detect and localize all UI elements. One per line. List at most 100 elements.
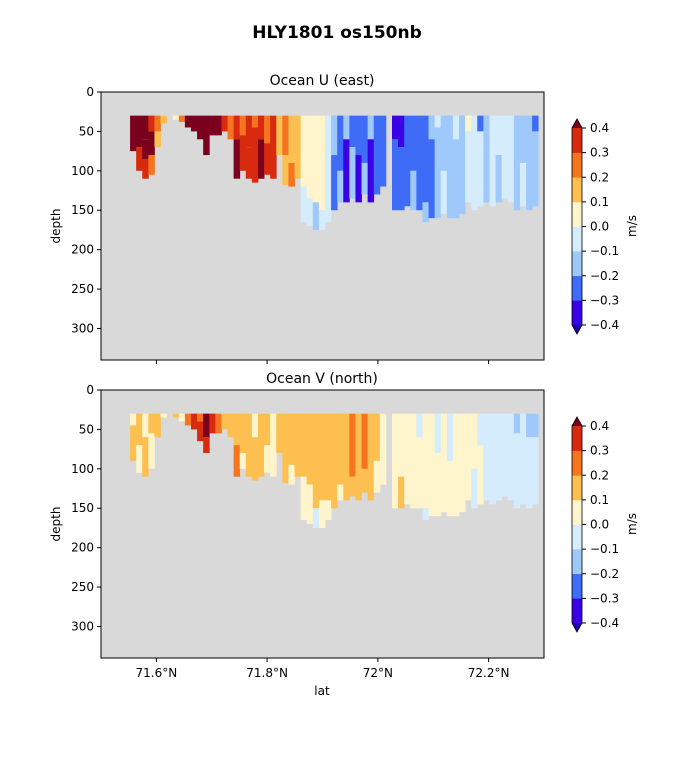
heatmap-cell [221,115,228,132]
heatmap-cell [306,115,314,199]
heatmap-cell [532,115,539,132]
y-axis-label-v: depth [49,507,63,542]
x-tick-label: 72°N [363,666,393,680]
heatmap-cell [458,413,466,513]
heatmap-cell [251,413,259,438]
heatmap-cell [501,115,509,199]
heatmap-cell [361,413,369,469]
panel-title-u: Ocean U (east) [270,73,375,89]
heatmap-cell [507,413,515,501]
heatmap-cell [288,162,295,187]
colorbar-tick-label: 0.1 [590,195,609,209]
colorbar-tick-label: −0.2 [590,567,619,581]
heatmap-cell [270,413,277,477]
y-tick-label: 300 [71,321,94,335]
heatmap-cell [428,115,436,140]
heatmap-cell [136,413,143,446]
heatmap-cell [264,445,271,473]
heatmap-cell [154,131,161,148]
figure-title: HLY1801 os150nb [252,23,422,43]
y-tick-label: 150 [71,501,94,515]
heatmap-cell [148,131,155,156]
colorbar-swatch [572,450,582,476]
colorbar-extend-max [572,119,582,128]
heatmap-cell [251,437,259,481]
colorbar-v: −0.4 −0.3 −0.2 −0.1 0.0 0.1 0.2 0.3 0.4 [571,416,619,633]
heatmap-cell [349,413,356,477]
heatmap-cell [379,115,387,187]
heatmap-cell [501,413,509,497]
heatmap-cell [190,115,198,132]
y-tick-label: 100 [71,462,94,476]
y-tick-label: 50 [79,124,94,138]
heatmap-cell [312,115,320,203]
colorbar-tick-label: 0.2 [590,468,609,482]
heatmap-cell [312,413,320,509]
heatmap-cell [331,115,338,156]
y-tick-label: 250 [71,580,94,594]
heatmap-cell [324,413,332,501]
heatmap-cell [489,413,496,505]
heatmap-cell [154,115,161,132]
heatmap-cell [178,115,186,122]
colorbar-swatch [572,152,582,178]
colorbar-tick-label: 0.3 [590,444,609,458]
heatmap-cell [288,413,295,465]
heatmap-cell [203,115,210,156]
y-axis-label-u: depth [49,209,63,244]
heatmap-cell [398,413,405,477]
heatmap-cell [355,115,362,156]
heatmap-cell [282,115,289,156]
heatmap-cell [343,139,350,203]
heatmap-cell [434,127,442,219]
heatmap-cell [477,115,484,132]
heatmap-cell [434,115,442,128]
y-tick-label: 150 [71,203,94,217]
heatmap-cell [526,413,533,438]
heatmap-cell [355,155,362,203]
heatmap-cell [495,413,503,501]
heatmap-cell [148,115,155,132]
heatmap-cell [428,413,436,517]
heatmap-cell [239,453,247,469]
heatmap-cell [318,115,326,211]
heatmap-cell [197,115,204,140]
heatmap-cell [519,162,527,207]
heatmap-cell [136,147,143,171]
heatmap-cell [434,413,442,454]
heatmap-cell [446,115,454,219]
heatmap-v [130,413,539,528]
heatmap-cell [306,413,314,485]
heatmap-cell [300,115,308,187]
heatmap-cell [367,413,375,501]
colorbar-swatch [572,573,582,599]
heatmap-cell [227,413,235,438]
heatmap-cell [318,500,326,528]
y-tick-label: 250 [71,282,94,296]
y-tick-label: 50 [79,422,94,436]
heatmap-cell [355,413,362,501]
heatmap-cell [227,115,235,140]
heatmap-cell [324,500,332,521]
heatmap-cell [367,115,375,140]
heatmap-cell [513,115,521,211]
heatmap-cell [172,115,180,120]
heatmap-cell [471,413,478,469]
heatmap-cell [209,115,216,136]
heatmap-cell [446,413,454,461]
heatmap-cell [130,413,137,426]
colorbar-tick-label: −0.1 [590,542,619,556]
heatmap-cell [495,115,503,156]
heatmap-cell [483,413,490,501]
colorbar-tick-label: −0.1 [590,244,619,258]
colorbar-extend-max [572,417,582,426]
x-tick-label: 71.6°N [136,666,178,680]
heatmap-cell [495,155,503,203]
heatmap-cell [477,413,484,446]
heatmap-cell [526,115,533,211]
heatmap-cell [288,115,295,163]
heatmap-cell [519,115,527,163]
y-axis-u: 0 50 100 150 200 250 300 [71,85,101,335]
heatmap-cell [282,413,289,484]
